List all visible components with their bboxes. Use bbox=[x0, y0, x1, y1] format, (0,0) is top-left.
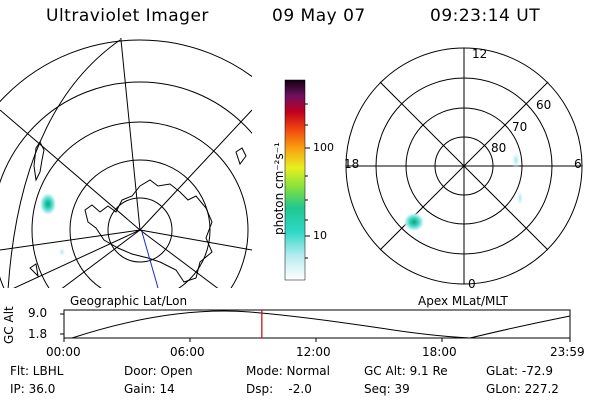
mlat-80-label: 80 bbox=[491, 141, 507, 155]
altitude-ytick-bottom: 1.8 bbox=[28, 327, 48, 341]
date-label: 09 May 07 bbox=[272, 6, 366, 26]
x-tick-3: 18:00 bbox=[422, 345, 457, 359]
footer-ip: IP: 36.0 bbox=[10, 382, 56, 396]
time-label: 09:23:14 UT bbox=[430, 6, 541, 26]
polar-emission-spot bbox=[403, 212, 425, 232]
geo-emission-spot bbox=[39, 192, 57, 216]
mlt-18-label: 18 bbox=[344, 157, 360, 171]
mlat-70-label: 70 bbox=[512, 120, 528, 134]
footer-door: Door: Open bbox=[124, 364, 193, 378]
x-tick-2: 12:00 bbox=[296, 345, 331, 359]
footer-gain: Gain: 14 bbox=[124, 382, 175, 396]
instrument-title: Ultraviolet Imager bbox=[46, 6, 209, 26]
footer-gc-alt: GC Alt: 9.1 Re bbox=[364, 364, 448, 378]
geographic-map bbox=[0, 38, 252, 288]
altitude-plot-frame bbox=[63, 309, 571, 339]
geographic-caption: Geographic Lat/Lon bbox=[70, 294, 188, 308]
x-tick-0: 00:00 bbox=[46, 345, 81, 359]
altitude-ytick-top: 9.0 bbox=[28, 306, 48, 320]
x-tick-4: 23:59 bbox=[550, 345, 585, 359]
mlt-0-label: 0 bbox=[468, 277, 476, 291]
footer-flt: Flt: LBHL bbox=[10, 364, 64, 378]
colorbar-tick-10: 10 bbox=[313, 229, 327, 242]
polar-emission-faint-dawn bbox=[511, 150, 521, 170]
x-tick-1: 06:00 bbox=[170, 345, 205, 359]
mlt-12-label: 12 bbox=[472, 47, 488, 61]
altitude-ylabel: GC Alt bbox=[2, 306, 16, 344]
satellite-track bbox=[141, 231, 159, 289]
footer-dsp: Dsp: -2.0 bbox=[246, 382, 312, 396]
geo-emission-faint bbox=[58, 247, 66, 257]
colorbar-tick-100: 100 bbox=[313, 141, 334, 154]
footer-seq: Seq: 39 bbox=[364, 382, 410, 396]
footer-glat: GLat: -72.9 bbox=[486, 364, 553, 378]
altitude-curve bbox=[71, 310, 571, 339]
colorbar-unit-label: photon cm⁻²s⁻¹ bbox=[272, 142, 286, 235]
mlat-60-label: 60 bbox=[536, 98, 552, 112]
footer-mode: Mode: Normal bbox=[246, 364, 330, 378]
colorbar bbox=[284, 79, 306, 281]
footer-glon: GLon: 227.2 bbox=[486, 382, 559, 396]
polar-grid bbox=[345, 47, 583, 285]
mlt-6-label: 6 bbox=[574, 157, 582, 171]
apex-caption: Apex MLat/MLT bbox=[418, 294, 508, 308]
polar-emission-faint-dawn2 bbox=[516, 189, 524, 207]
